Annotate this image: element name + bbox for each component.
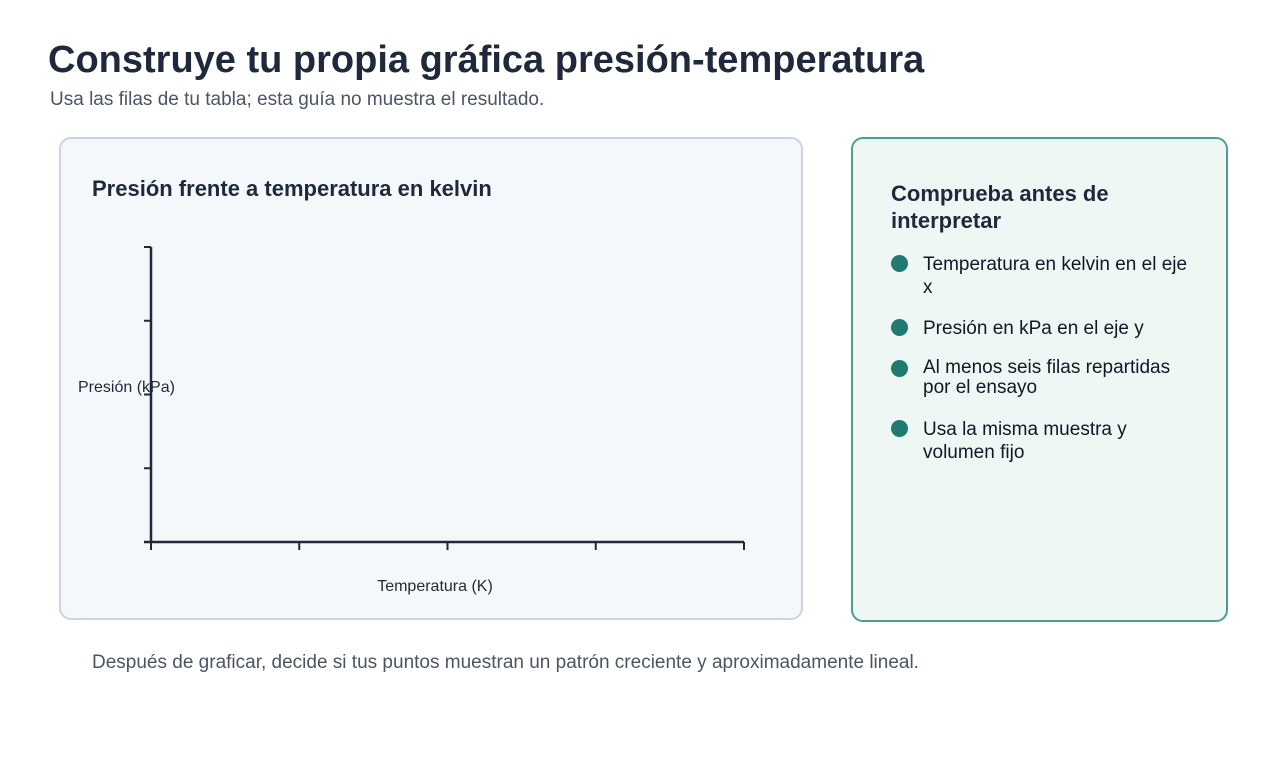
checklist-item-text: Usa la misma muestra y volumen fijo [923,419,1127,463]
page-title: Construye tu propia gráfica presión-temp… [48,39,925,81]
bullet-icon [891,319,908,336]
checklist-card: Comprueba antes de interpretar Temperatu… [851,137,1228,622]
chart-card: Presión frente a temperatura en kelvin P… [59,137,803,620]
checklist-item-text: Presión en kPa en el eje y [923,318,1144,339]
x-axis-label: Temperatura (K) [377,578,493,595]
y-axis-label: Presión (kPa) [78,379,175,396]
page-subtitle: Usa las filas de tu tabla; esta guía no … [50,89,545,110]
chart-title: Presión frente a temperatura en kelvin [92,176,492,201]
checklist-item-text: Temperatura en kelvin en el eje x [923,254,1188,298]
bullet-icon [891,420,908,437]
footer-note: Después de graficar, decide si tus punto… [92,652,919,673]
bullet-icon [891,360,908,377]
chart-svg: Presión (kPa) Temperatura (K) [78,246,745,595]
checklist-title: Comprueba antes de interpretar [891,181,1109,233]
x-axis-ticks [150,542,745,550]
checklist-item-text: Al menos seis filas repartidas por el en… [923,357,1171,398]
bullet-icon [891,255,908,272]
